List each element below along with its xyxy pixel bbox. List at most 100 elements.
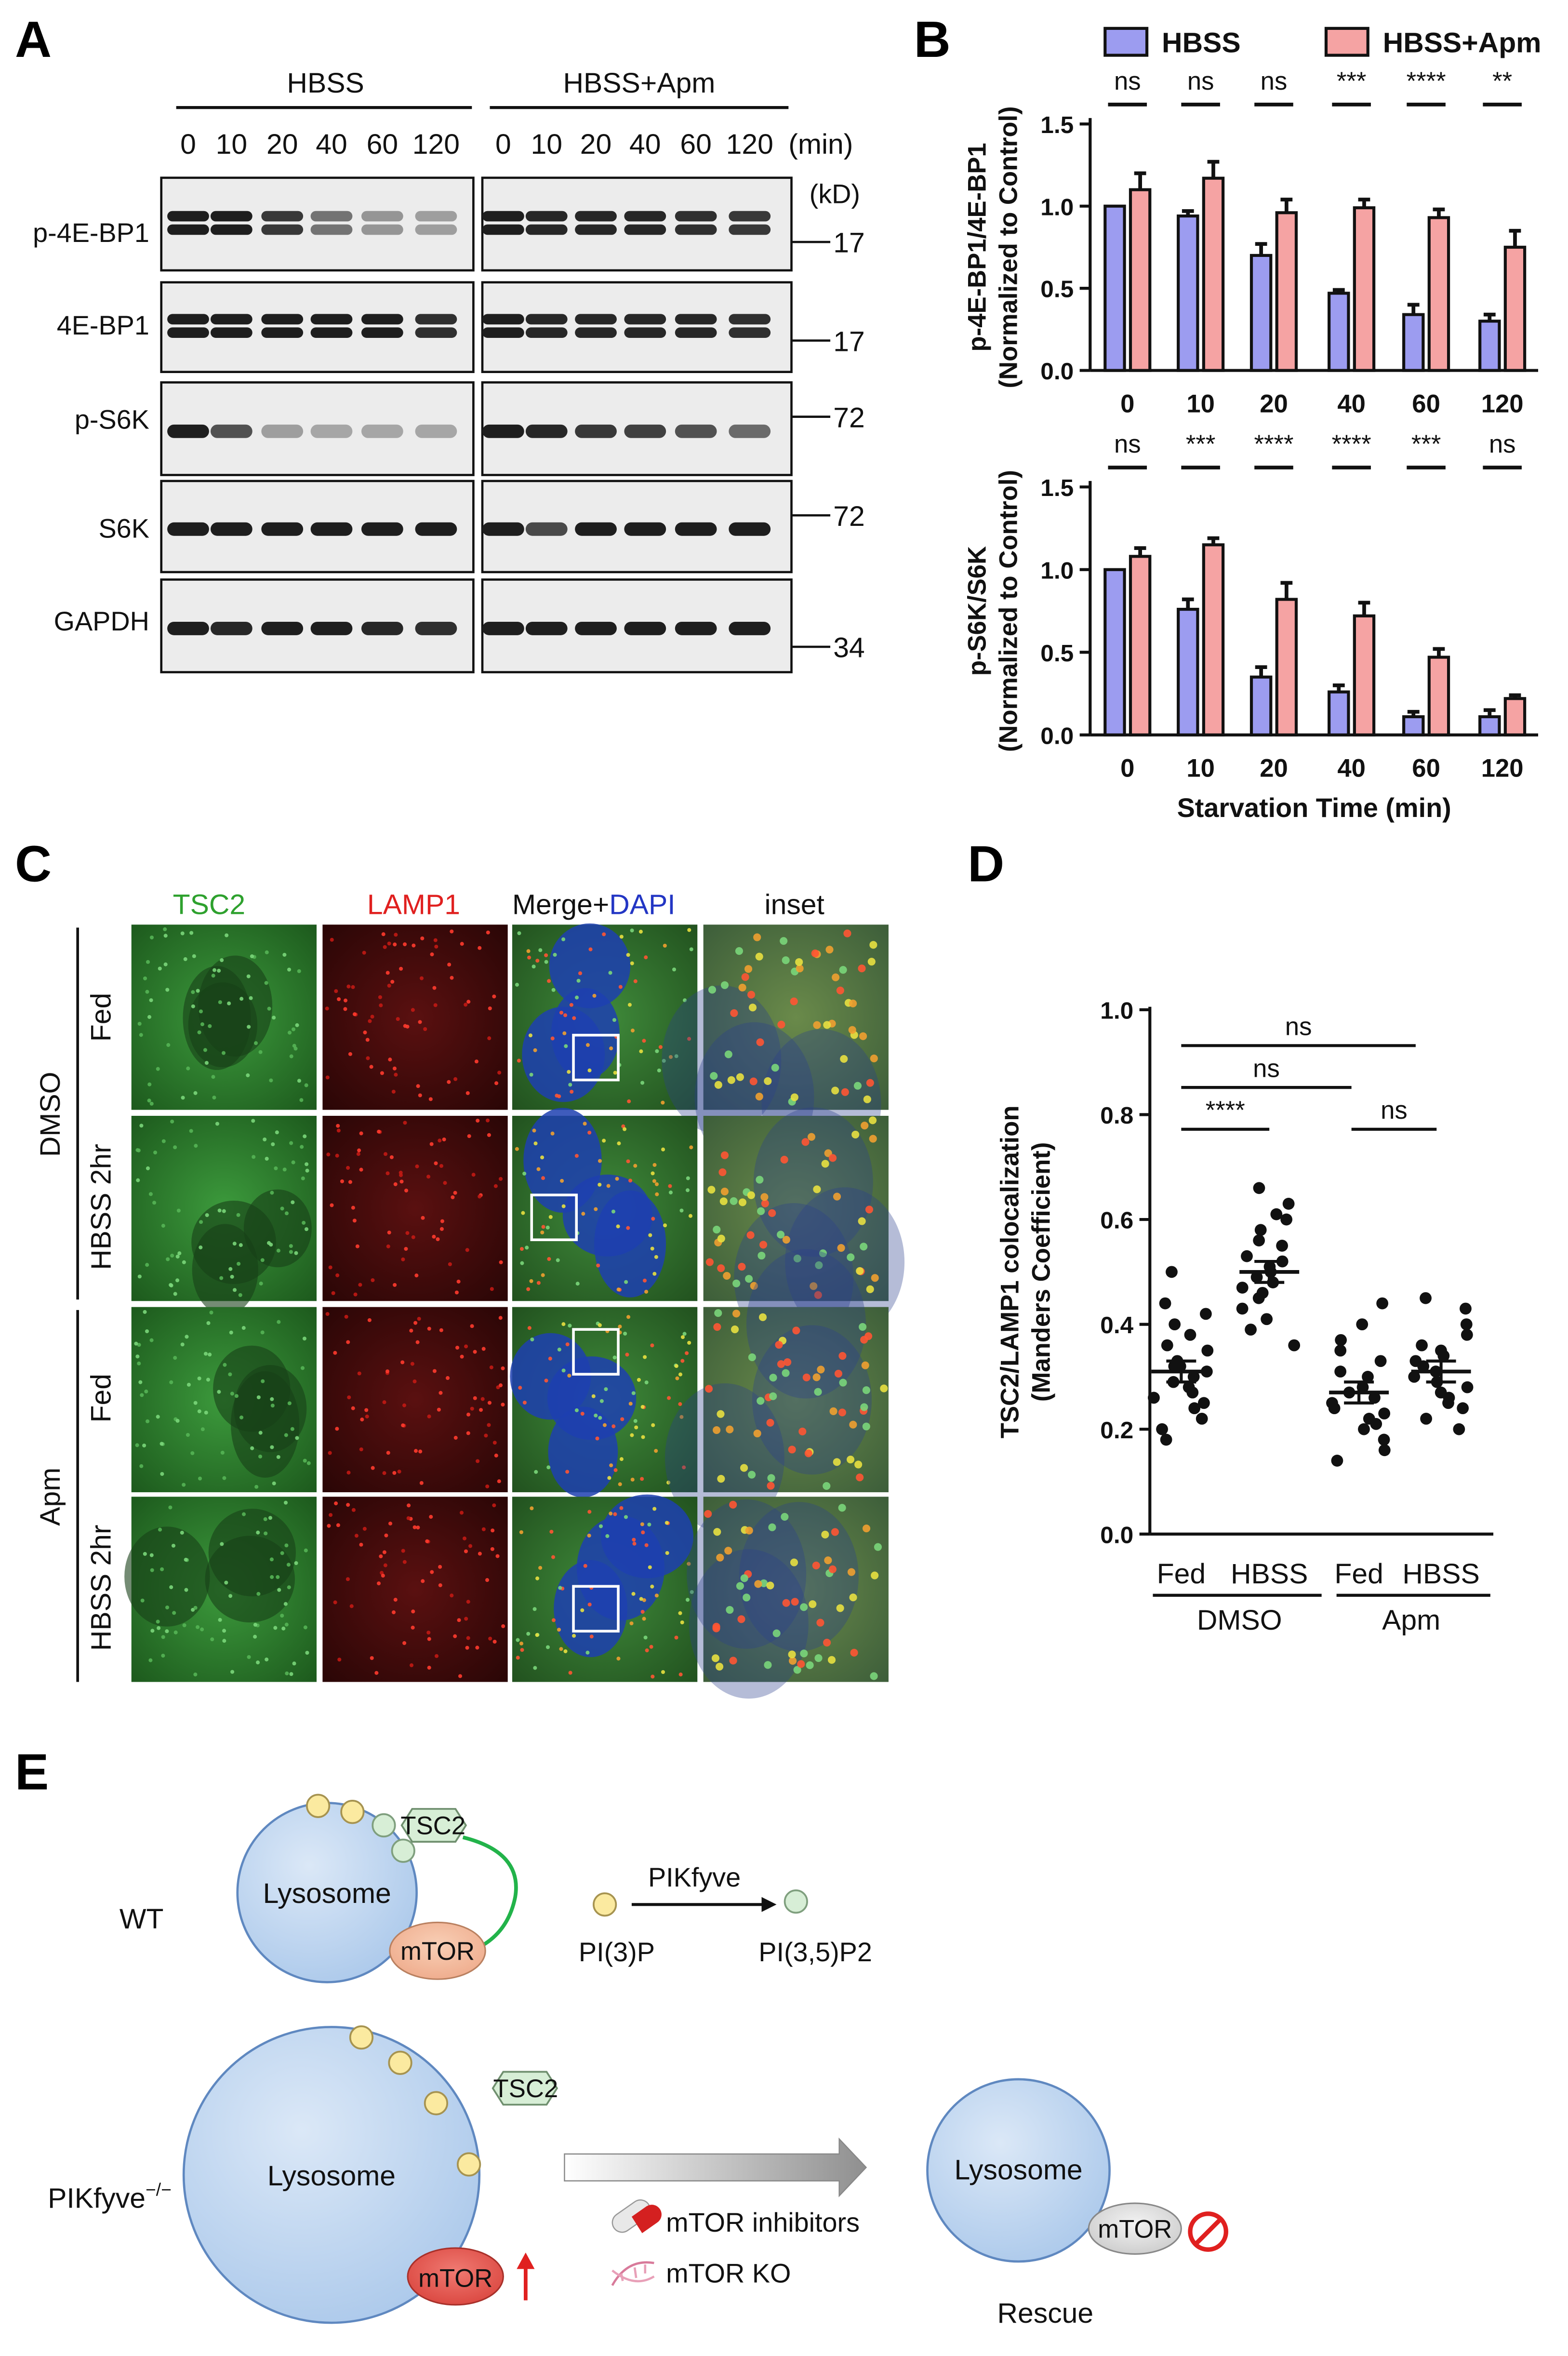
bar — [1177, 214, 1199, 372]
micrograph — [322, 924, 508, 1110]
data-point — [1188, 1402, 1201, 1415]
reaction-arrow-head — [761, 1897, 777, 1912]
micrograph — [664, 1249, 889, 1533]
data-point — [1250, 1271, 1263, 1284]
band — [167, 314, 209, 325]
time-labels: 0 10 20 40 60 120 0 10 20 40 60 120 — [180, 129, 773, 160]
band — [210, 224, 252, 235]
x-category-label: Fed — [1334, 1558, 1383, 1590]
data-point — [1186, 1386, 1199, 1399]
col-header-tsc2: TSC2 — [173, 889, 246, 921]
data-point — [1378, 1433, 1390, 1446]
bar — [1402, 715, 1425, 736]
bar — [1275, 211, 1298, 372]
band — [310, 522, 353, 536]
significance-label: *** — [1411, 430, 1441, 458]
band — [261, 621, 304, 635]
time-label: 20 — [580, 129, 612, 160]
blot-box — [481, 281, 793, 373]
band — [525, 224, 568, 235]
pi35p2-dot — [372, 1813, 396, 1838]
band — [310, 621, 353, 635]
data-point — [1245, 1324, 1257, 1336]
data-point — [1166, 1266, 1178, 1278]
band — [167, 621, 209, 635]
band — [729, 314, 771, 325]
kd-marker-label: 72 — [833, 402, 865, 433]
significance-label: ns — [1489, 430, 1516, 458]
x-category-label: HBSS — [1231, 1558, 1308, 1590]
band — [624, 211, 666, 222]
data-point — [1169, 1318, 1181, 1331]
band — [675, 621, 717, 635]
data-point — [1252, 1292, 1265, 1304]
bar — [1129, 555, 1152, 736]
band — [415, 211, 457, 222]
band — [675, 327, 717, 338]
band — [310, 224, 353, 235]
bar — [1275, 598, 1298, 736]
band — [675, 522, 717, 536]
data-point — [1253, 1234, 1265, 1246]
band — [624, 327, 666, 338]
time-label: 120 — [726, 129, 773, 160]
band — [675, 314, 717, 325]
data-point — [1460, 1302, 1472, 1315]
band — [482, 522, 524, 536]
legend-swatch-hbss — [1103, 27, 1149, 57]
bar — [1503, 245, 1527, 372]
band — [482, 224, 524, 235]
comparison-label: ns — [1381, 1096, 1408, 1124]
prohibited-icon — [1188, 2211, 1228, 2252]
panel-letter-d: D — [968, 836, 1004, 892]
rescue-mtor — [1088, 2202, 1182, 2255]
bar — [1202, 543, 1225, 736]
blot-box — [160, 578, 475, 673]
inhibition-arc — [462, 1835, 518, 1951]
x-tick-label: 0 — [1120, 754, 1134, 783]
band — [575, 314, 617, 325]
bar — [1103, 204, 1126, 372]
group-header-hbss-apm: HBSS+Apm — [563, 67, 716, 99]
kd-marker-label: 17 — [833, 228, 865, 259]
y-tick-label: 1.0 — [1040, 193, 1074, 220]
band — [575, 424, 617, 438]
band — [361, 621, 403, 635]
band — [210, 621, 252, 635]
data-point — [1461, 1328, 1473, 1341]
data-point — [1453, 1423, 1465, 1435]
band — [361, 522, 403, 536]
x-tick-label: 40 — [1337, 389, 1366, 418]
data-point — [1159, 1297, 1171, 1310]
bar — [1427, 656, 1450, 736]
kd-marker-label: 34 — [833, 632, 865, 664]
blot-rows: p-4E-BP1 17 4E-BP1 17 p-S6K 72 S6K 72 GAPDH 34 — [33, 176, 865, 673]
data-point — [1160, 1433, 1172, 1446]
bar — [1478, 320, 1501, 372]
rescue-lysosome — [926, 2078, 1111, 2263]
bar — [1129, 188, 1152, 372]
micrograph — [512, 1108, 698, 1301]
pi3p-dot — [388, 2050, 412, 2075]
data-point — [1457, 1402, 1469, 1415]
group-label-dmso: DMSO — [1197, 1605, 1282, 1636]
band — [624, 224, 666, 235]
data-point — [1282, 1198, 1295, 1210]
micrograph — [322, 1115, 508, 1301]
bar — [1353, 614, 1376, 736]
pi3p-dot — [456, 2152, 481, 2177]
kd-marker-label: 72 — [833, 501, 865, 532]
band — [361, 327, 403, 338]
comparison-label: ns — [1285, 1013, 1312, 1041]
bar — [1328, 690, 1350, 736]
rescue-mtor-label: mTOR — [1098, 2215, 1172, 2243]
x-tick-label: 10 — [1186, 754, 1215, 783]
band — [482, 424, 524, 438]
x-tick-label: 40 — [1337, 754, 1366, 783]
band — [415, 522, 457, 536]
data-point — [1156, 1423, 1168, 1435]
band — [167, 424, 209, 438]
inset-box — [572, 1033, 620, 1082]
band — [729, 327, 771, 338]
x-tick-label: 120 — [1481, 754, 1524, 783]
